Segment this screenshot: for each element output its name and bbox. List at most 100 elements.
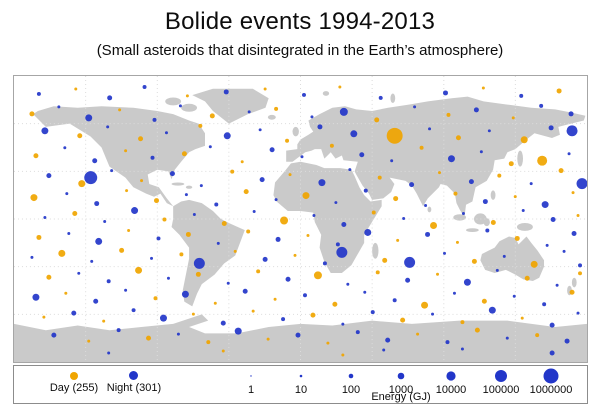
bolide-dot [221, 220, 227, 226]
bolide-dot [185, 94, 189, 98]
bolide-dot [524, 275, 530, 281]
bolide-dot [375, 270, 380, 275]
bolide-dot [138, 136, 144, 142]
bolide-dot [259, 177, 265, 183]
day-dot-swatch [70, 372, 78, 380]
bolide-dot [535, 333, 540, 338]
energy-tick: 10 [276, 366, 326, 396]
landmass [14, 88, 587, 362]
bolide-dot [511, 116, 515, 120]
energy-tick-label: 100000 [482, 384, 520, 396]
bolide-dot [520, 316, 524, 320]
energy-tick: 100000 [476, 366, 526, 396]
energy-tick-dot [543, 368, 559, 384]
bolide-dot [78, 180, 86, 188]
page-subtitle: (Small asteroids that disintegrated in t… [96, 42, 504, 59]
bolide-dot [363, 290, 367, 294]
bolide-dot [58, 249, 66, 257]
bolide-dot [310, 115, 314, 119]
madagascar [372, 242, 379, 259]
bolide-dot [566, 125, 578, 137]
bolide-dot [453, 191, 458, 196]
bolide-dot [285, 138, 290, 143]
bolide-dot [549, 322, 555, 328]
bolide-dot [402, 217, 406, 220]
bolide-dot [447, 155, 455, 163]
bolide-dot [223, 89, 229, 95]
sumatra [453, 214, 467, 221]
bolide-dot [419, 145, 424, 150]
energy-tick-dot [397, 372, 405, 380]
bolide-dot [396, 238, 400, 242]
bolide-dot [341, 221, 347, 227]
bolide-dot [93, 298, 99, 304]
bolide-dot [102, 319, 106, 323]
energy-tick: 10000 [426, 366, 476, 396]
bolide-dot [95, 237, 103, 245]
bolide-dot [400, 317, 406, 323]
bolide-dot [431, 312, 435, 316]
bolide-dot [154, 198, 159, 204]
bolide-dot [46, 274, 52, 280]
bolide-dot [317, 124, 323, 130]
bolide-dot [41, 127, 49, 135]
bolide-dot [127, 228, 131, 232]
bolide-dot [131, 207, 139, 215]
bolide-dot [576, 311, 580, 315]
bolide-dot [234, 327, 242, 335]
bolide-dot [29, 111, 35, 117]
bolide-dot [438, 171, 442, 175]
bolide-dot [550, 217, 556, 222]
philippines [490, 190, 496, 200]
bolide-dot [33, 153, 39, 159]
bolide-dot [293, 253, 297, 257]
bolide-dot [118, 108, 122, 112]
bolide-dot [169, 171, 175, 177]
bolide-dot [226, 281, 230, 285]
bolide-dot [181, 290, 189, 298]
bolide-dot [252, 210, 256, 214]
bolide-dot [520, 136, 528, 144]
bolide-dot [74, 87, 78, 91]
java [466, 228, 479, 233]
antarctica [14, 314, 587, 362]
bolide-dot [446, 112, 451, 117]
energy-size-scale: 1 10 100 1000 10000 100000 1000000 [226, 366, 576, 396]
hispaniola [185, 185, 193, 189]
sulawesi [483, 218, 490, 227]
bolide-dot [355, 330, 360, 335]
energy-tick: 100 [326, 366, 376, 396]
bolide-dot [116, 328, 121, 333]
bolide-dot [428, 127, 432, 131]
bolide-dot [280, 216, 289, 225]
bolide-dot [273, 297, 277, 301]
bolide-dot [497, 173, 502, 178]
british-isles [292, 126, 299, 137]
bolide-dot [548, 125, 554, 131]
bolide-dot [243, 189, 249, 195]
bolide-dot [77, 271, 81, 275]
energy-tick-label: 10000 [435, 384, 467, 396]
energy-tick-label: 10 [294, 384, 308, 396]
bolide-dot [341, 353, 345, 357]
energy-tick-dot [446, 371, 456, 381]
bolide-dot [463, 278, 471, 286]
bolide-dot [346, 282, 350, 286]
bolide-dot [485, 228, 490, 233]
bolide-dot [443, 90, 448, 96]
bolide-dot [251, 309, 255, 313]
bolide-dot [341, 322, 345, 326]
bolide-dot [77, 133, 83, 139]
bolide-dot [350, 130, 358, 138]
bolide-dot [409, 182, 415, 188]
bolide-dot [519, 93, 524, 98]
bolide-dot [125, 189, 129, 193]
bolide-dot [274, 198, 278, 202]
bolide-dot [198, 123, 203, 128]
bolide-dot [106, 125, 110, 129]
bolide-dot [539, 103, 544, 108]
bolide-dot [240, 160, 244, 164]
australia [480, 236, 545, 281]
bolide-dot [269, 147, 275, 153]
